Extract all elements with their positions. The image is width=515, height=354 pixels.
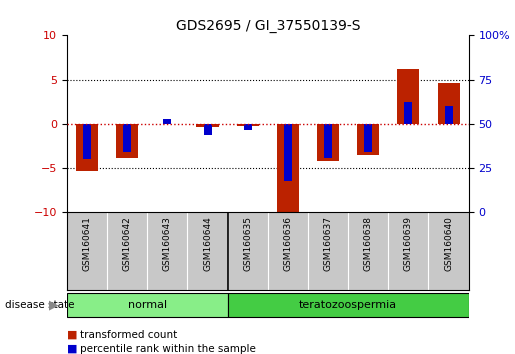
Bar	[228, 293, 469, 317]
Text: GSM160636: GSM160636	[283, 216, 293, 271]
Bar	[197, 124, 218, 126]
Bar	[444, 106, 453, 124]
Text: disease state: disease state	[5, 300, 75, 310]
Bar	[123, 124, 131, 152]
Text: GSM160641: GSM160641	[82, 216, 92, 271]
Text: ■: ■	[67, 344, 77, 354]
Title: GDS2695 / GI_37550139-S: GDS2695 / GI_37550139-S	[176, 19, 360, 33]
Bar	[398, 69, 419, 124]
Bar	[203, 124, 212, 135]
Text: GSM160642: GSM160642	[123, 216, 132, 271]
Bar	[364, 124, 372, 152]
Text: GSM160637: GSM160637	[323, 216, 333, 271]
Bar	[284, 124, 292, 181]
Bar	[83, 124, 91, 159]
Text: teratozoospermia: teratozoospermia	[299, 300, 397, 310]
Text: GSM160638: GSM160638	[364, 216, 373, 271]
Text: normal: normal	[128, 300, 167, 310]
Bar	[163, 119, 171, 124]
Bar	[324, 124, 332, 158]
Text: GSM160635: GSM160635	[243, 216, 252, 271]
Bar	[404, 102, 413, 124]
Text: ▶: ▶	[49, 299, 59, 312]
Bar	[116, 124, 138, 158]
Bar	[67, 293, 228, 317]
Bar	[438, 83, 459, 124]
Text: GSM160640: GSM160640	[444, 216, 453, 271]
Bar	[357, 124, 379, 155]
Text: percentile rank within the sample: percentile rank within the sample	[80, 344, 256, 354]
Text: GSM160643: GSM160643	[163, 216, 172, 271]
Bar	[76, 124, 98, 171]
Text: GSM160639: GSM160639	[404, 216, 413, 271]
Text: ■: ■	[67, 330, 77, 339]
Bar	[237, 124, 259, 126]
Bar	[317, 124, 339, 161]
Bar	[277, 124, 299, 214]
Text: transformed count: transformed count	[80, 330, 177, 339]
Text: GSM160644: GSM160644	[203, 216, 212, 271]
Bar	[244, 124, 252, 130]
